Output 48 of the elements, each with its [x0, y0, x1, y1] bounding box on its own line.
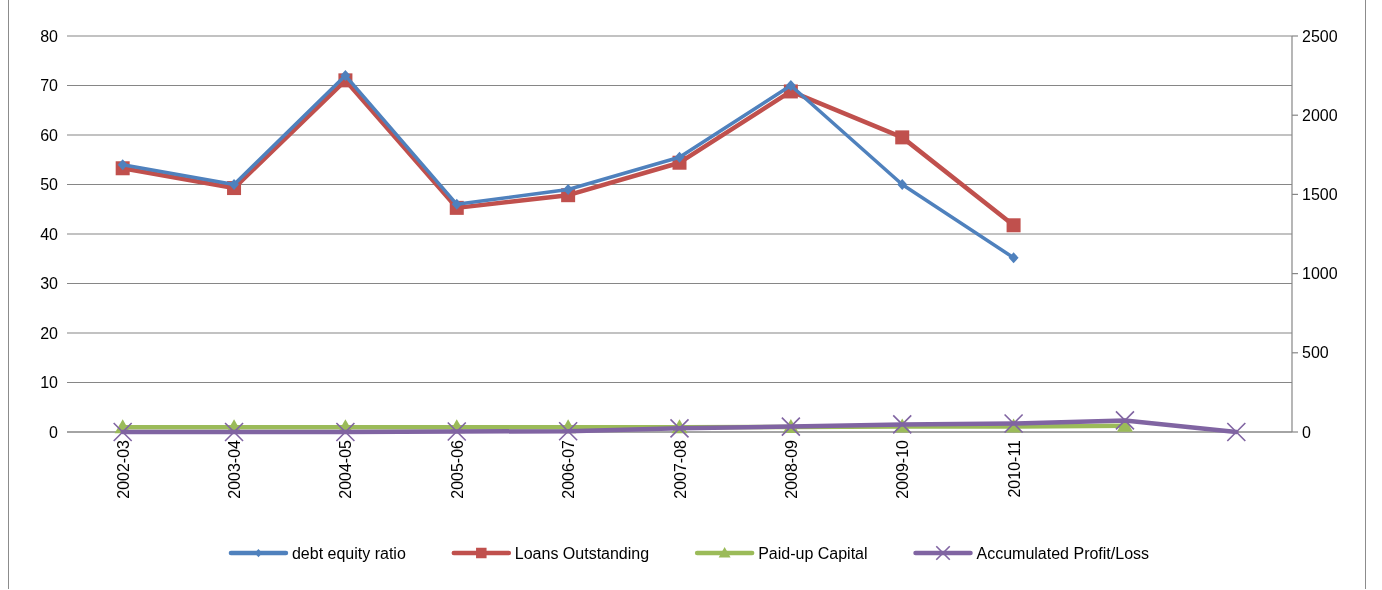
point — [558, 421, 578, 442]
legend-label: Loans Outstanding — [514, 544, 650, 562]
y-tick-label: 0 — [49, 423, 59, 441]
legend-label: Paid-up Capital — [758, 544, 868, 562]
y-tick-label: 60 — [40, 126, 59, 144]
point — [340, 70, 351, 82]
y2-tick-label: 1500 — [1302, 186, 1338, 203]
x-tick-label: 2002-03 — [114, 439, 132, 499]
x-tick-label: 2003-04 — [226, 439, 244, 499]
point — [335, 422, 356, 442]
point — [451, 198, 462, 210]
point — [117, 159, 128, 171]
x-tick-label: 2009-10 — [894, 439, 912, 499]
y2-tick-label: 0 — [1302, 423, 1311, 441]
y-tick-label: 20 — [40, 324, 59, 342]
point — [563, 183, 574, 195]
x-tick-label: 2004-05 — [337, 439, 355, 499]
y2-tick-label: 1000 — [1302, 265, 1338, 283]
x-tick-label: 2005-06 — [448, 439, 466, 499]
point — [1226, 422, 1247, 442]
point — [229, 179, 240, 190]
x-tick-label: 2007-08 — [671, 439, 689, 499]
point — [674, 151, 685, 163]
point — [1008, 252, 1019, 264]
point — [1115, 410, 1135, 431]
point — [897, 179, 908, 190]
y2-tick-label: 2000 — [1302, 106, 1338, 124]
legend-label: debt equity ratio — [291, 544, 406, 562]
y-tick-label: 40 — [40, 225, 59, 243]
y-tick-label: 30 — [40, 275, 59, 293]
point — [224, 422, 244, 442]
point — [446, 421, 467, 442]
point — [1006, 218, 1021, 233]
y-tick-label: 50 — [40, 176, 59, 194]
y-tick-label: 10 — [40, 374, 59, 392]
point — [669, 418, 690, 439]
point — [112, 422, 133, 442]
y2-tick-label: 500 — [1302, 344, 1329, 362]
y2-tick-label: 2500 — [1302, 27, 1338, 45]
y-tick-label: 70 — [40, 77, 59, 95]
point — [895, 130, 910, 145]
x-tick-label: 2006-07 — [560, 439, 578, 499]
point — [1003, 413, 1024, 434]
x-tick-label: 2010-11 — [1005, 439, 1023, 498]
point — [785, 80, 796, 91]
y-tick-label: 80 — [40, 27, 59, 45]
legend-label: Accumulated Profit/Loss — [976, 544, 1150, 562]
x-tick-label: 2008-09 — [782, 439, 800, 499]
